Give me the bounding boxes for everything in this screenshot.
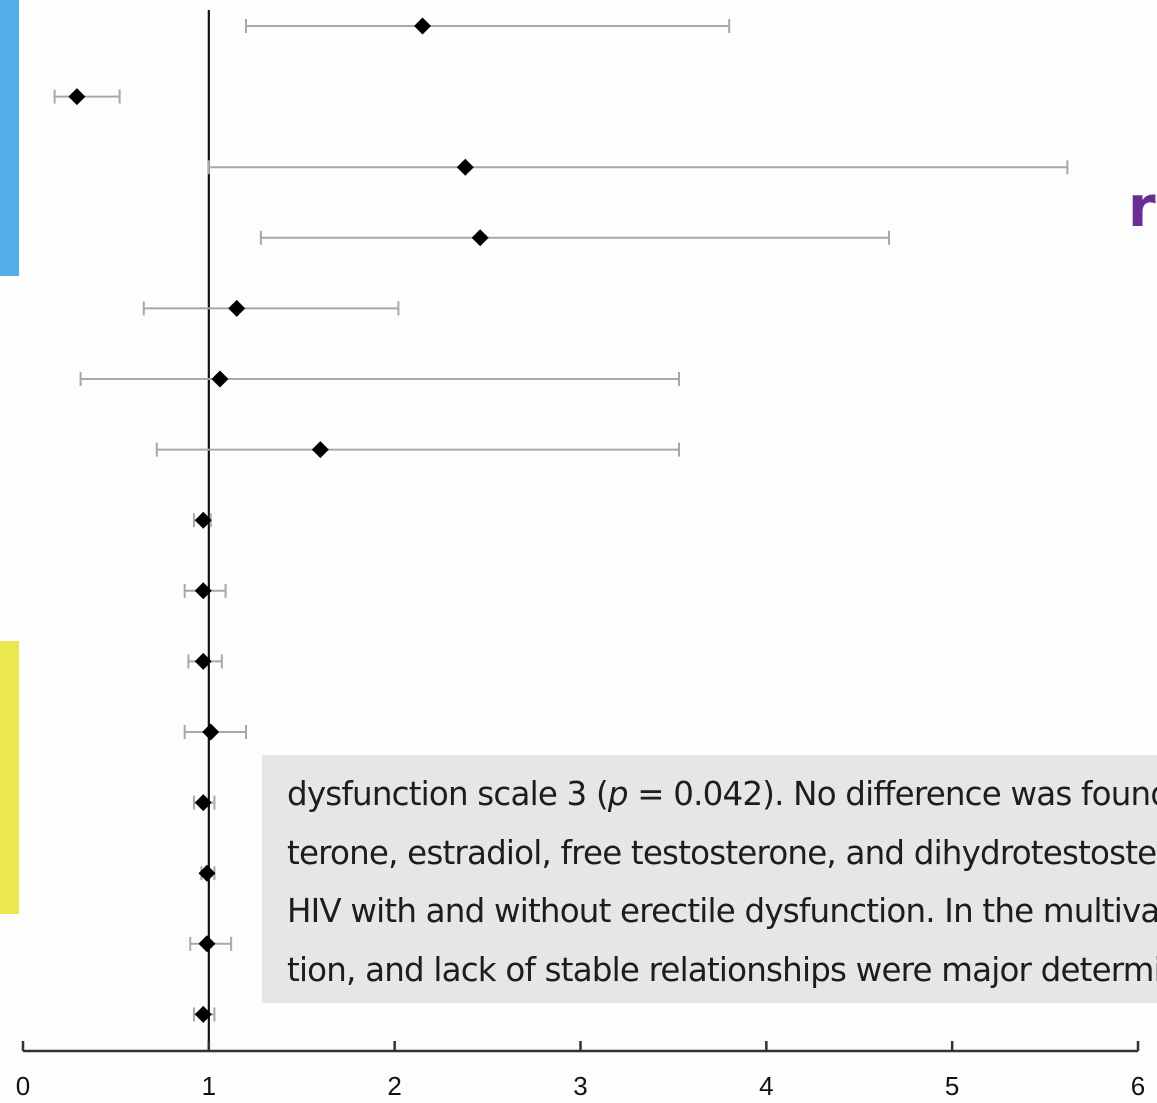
partial-heading: r (1128, 175, 1156, 240)
estimate-diamond (456, 158, 474, 176)
x-tick-label: 0 (16, 1071, 30, 1101)
estimate-diamond (198, 935, 216, 953)
excerpt-line-1-b: = 0.042). No difference was found f (627, 775, 1157, 813)
excerpt-line-1: dysfunction scale 3 (p = 0.042). No diff… (287, 765, 1157, 824)
x-tick-label: 2 (387, 1071, 401, 1101)
plot-layer: 0 1 2 3 4 5 6 (16, 10, 1145, 1101)
estimate-diamond (194, 794, 212, 812)
yellow-side-bar (0, 641, 19, 914)
estimate-diamond (202, 723, 220, 741)
x-tick-label: 1 (202, 1071, 216, 1101)
estimate-diamond (194, 1005, 212, 1023)
estimate-diamond (311, 441, 329, 459)
blue-side-bar (0, 0, 19, 276)
excerpt-line-1-a: dysfunction scale 3 ( (287, 775, 609, 813)
x-tick-label: 5 (945, 1071, 959, 1101)
estimate-diamond (471, 229, 489, 247)
excerpt-p-symbol: p (607, 775, 629, 813)
estimate-diamond (194, 511, 212, 529)
estimate-diamond (198, 864, 216, 882)
excerpt-line-2: terone, estradiol, free testosterone, an… (287, 833, 1157, 872)
x-tick-label: 3 (573, 1071, 587, 1101)
estimate-diamond (194, 652, 212, 670)
estimate-diamond (211, 370, 229, 388)
estimate-diamond (194, 582, 212, 600)
text-excerpt: dysfunction scale 3 (p = 0.042). No diff… (262, 755, 1157, 1003)
excerpt-line-4: tion, and lack of stable relationships w… (287, 950, 1157, 989)
estimate-diamond (68, 88, 86, 106)
x-tick-label: 6 (1131, 1071, 1145, 1101)
estimate-diamond (414, 17, 432, 35)
estimate-diamond (228, 299, 246, 317)
excerpt-line-3: HIV with and without erectile dysfunctio… (287, 892, 1157, 930)
x-tick-label: 4 (759, 1071, 773, 1101)
